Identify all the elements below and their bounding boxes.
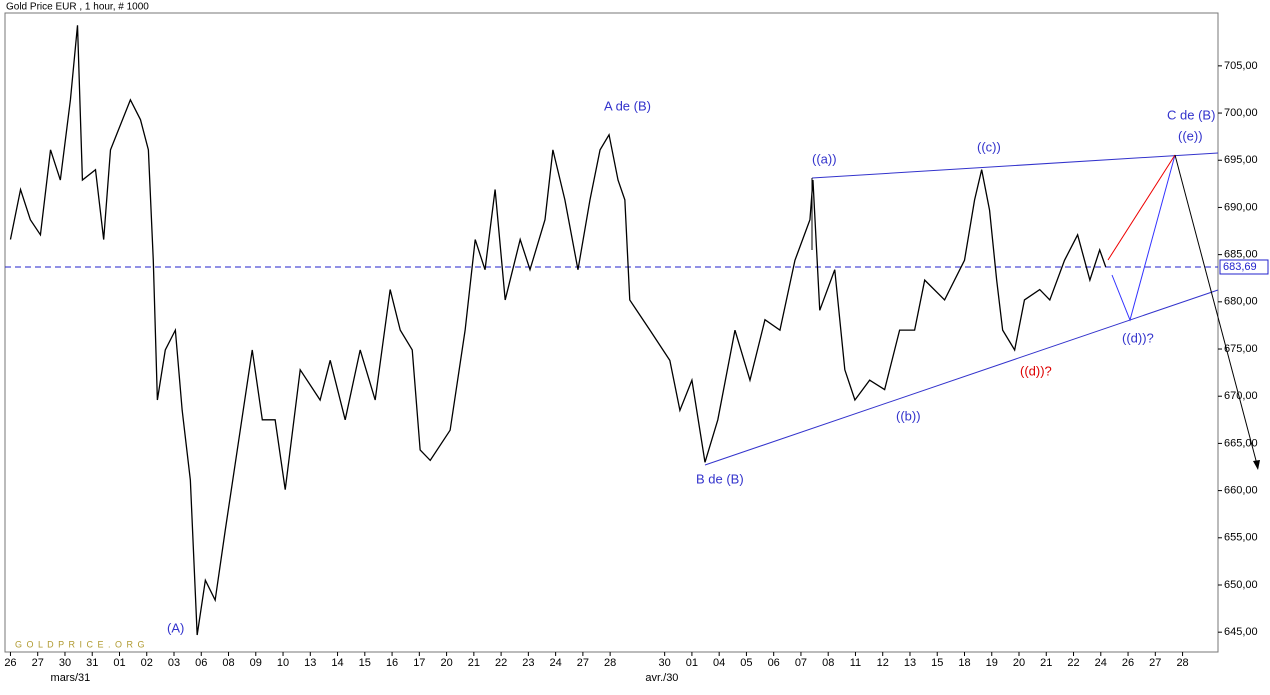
x-tick-label: 15 xyxy=(359,657,371,669)
x-tick-label: 30 xyxy=(59,657,71,669)
x-tick-label: 22 xyxy=(495,657,507,669)
y-tick-label: 650,00 xyxy=(1224,579,1258,591)
wave-projection-red xyxy=(1107,154,1176,261)
y-tick-label: 670,00 xyxy=(1224,390,1258,402)
x-tick-label: 18 xyxy=(958,657,970,669)
arrow-head xyxy=(1253,460,1260,470)
x-tick-label: 12 xyxy=(877,657,889,669)
annotation: ((b)) xyxy=(896,408,921,423)
chart-title: Gold Price EUR , 1 hour, # 1000 xyxy=(6,2,149,13)
x-sublabel: avr./30 xyxy=(645,672,678,684)
x-tick-label: 27 xyxy=(32,657,44,669)
x-tick-label: 23 xyxy=(522,657,534,669)
lower-trendline xyxy=(704,289,1219,466)
x-tick-label: 06 xyxy=(768,657,780,669)
annotation: ((c)) xyxy=(977,139,1001,154)
x-tick-label: 04 xyxy=(713,657,725,669)
x-tick-label: 27 xyxy=(577,657,589,669)
x-tick-label: 30 xyxy=(659,657,671,669)
x-tick-label: 05 xyxy=(740,657,752,669)
x-tick-label: 24 xyxy=(1095,657,1107,669)
x-tick-label: 10 xyxy=(277,657,289,669)
y-tick-label: 665,00 xyxy=(1224,437,1258,449)
upper-trendline xyxy=(811,152,1219,179)
x-tick-label: 08 xyxy=(822,657,834,669)
y-tick-label: 655,00 xyxy=(1224,532,1258,544)
x-tick-label: 19 xyxy=(986,657,998,669)
annotation: C de (B) xyxy=(1167,107,1215,122)
y-tick-label: 705,00 xyxy=(1224,60,1258,72)
annotation: A de (B) xyxy=(604,98,651,113)
x-tick-label: 21 xyxy=(1040,657,1052,669)
annotation: B de (B) xyxy=(696,471,744,486)
x-tick-label: 20 xyxy=(1013,657,1025,669)
x-tick-label: 21 xyxy=(468,657,480,669)
y-tick-label: 690,00 xyxy=(1224,201,1258,213)
x-tick-label: 06 xyxy=(195,657,207,669)
y-tick-label: 680,00 xyxy=(1224,296,1258,308)
annotation: ((a)) xyxy=(812,151,837,166)
reference-label: 683,69 xyxy=(1223,261,1257,273)
price-line xyxy=(9,25,1107,636)
x-tick-label: 14 xyxy=(331,657,343,669)
x-tick-label: 31 xyxy=(86,657,98,669)
plot-frame xyxy=(4,12,1219,653)
x-tick-label: 02 xyxy=(141,657,153,669)
x-tick-label: 27 xyxy=(1149,657,1161,669)
y-tick-label: 700,00 xyxy=(1224,107,1258,119)
x-tick-label: 16 xyxy=(386,657,398,669)
y-tick-label: 695,00 xyxy=(1224,154,1258,166)
wave-projection-down xyxy=(1174,154,1259,469)
x-tick-label: 09 xyxy=(250,657,262,669)
x-tick-label: 01 xyxy=(113,657,125,669)
x-tick-label: 07 xyxy=(795,657,807,669)
x-tick-label: 28 xyxy=(604,657,616,669)
watermark: G O L D P R I C E . O R G xyxy=(15,639,146,649)
x-tick-label: 13 xyxy=(304,657,316,669)
y-tick-label: 660,00 xyxy=(1224,485,1258,497)
y-tick-label: 675,00 xyxy=(1224,343,1258,355)
x-tick-label: 08 xyxy=(222,657,234,669)
x-tick-label: 22 xyxy=(1067,657,1079,669)
x-tick-label: 15 xyxy=(931,657,943,669)
wave-projection xyxy=(1111,154,1176,322)
annotation: ((d))? xyxy=(1020,363,1052,378)
x-tick-label: 20 xyxy=(440,657,452,669)
x-tick-label: 01 xyxy=(686,657,698,669)
x-tick-label: 11 xyxy=(850,657,861,669)
y-tick-label: 685,00 xyxy=(1224,249,1258,261)
annotation: ((d))? xyxy=(1122,330,1154,345)
x-tick-label: 13 xyxy=(904,657,916,669)
x-tick-label: 28 xyxy=(1176,657,1188,669)
x-sublabel: mars/31 xyxy=(51,672,91,684)
x-tick-label: 03 xyxy=(168,657,180,669)
x-tick-label: 26 xyxy=(4,657,16,669)
x-tick-label: 17 xyxy=(413,657,425,669)
y-tick-label: 645,00 xyxy=(1224,626,1258,638)
annotation: (A) xyxy=(167,620,184,635)
x-tick-label: 24 xyxy=(549,657,561,669)
x-tick-label: 26 xyxy=(1122,657,1134,669)
reference-label-box xyxy=(1219,259,1269,275)
annotation: ((e)) xyxy=(1178,128,1203,143)
